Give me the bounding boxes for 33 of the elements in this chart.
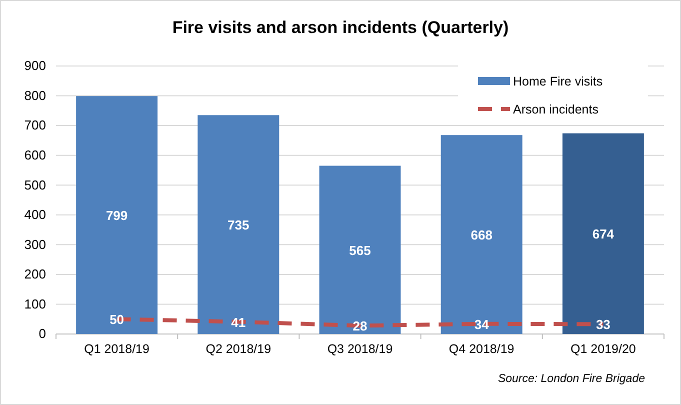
- data-label: 674: [592, 226, 615, 242]
- x-tick-label: Q1 2019/20: [570, 342, 636, 356]
- data-label: 28: [352, 318, 368, 334]
- legend-label: Home Fire visits: [513, 74, 603, 88]
- bar: [319, 166, 401, 334]
- y-tick-label: 500: [24, 177, 46, 192]
- y-tick-label: 700: [24, 118, 46, 133]
- x-tick-label: Q4 2018/19: [448, 342, 514, 356]
- data-label: 33: [596, 317, 610, 332]
- x-tick-label: Q2 2018/19: [206, 342, 272, 356]
- x-tick-label: Q1 2018/19: [84, 342, 150, 356]
- y-tick-label: 0: [38, 326, 46, 342]
- data-label: 735: [228, 218, 250, 233]
- legend-label: Arson incidents: [513, 102, 598, 116]
- bar: [76, 96, 158, 334]
- source-note: Source: London Fire Brigade: [498, 373, 645, 385]
- data-label: 50: [110, 312, 124, 328]
- data-label: 565: [349, 242, 371, 258]
- chart-title: Fire visits and arson incidents (Quarterly): [172, 18, 509, 37]
- data-label: 34: [474, 316, 490, 332]
- bar: [440, 135, 522, 334]
- data-label: 668: [470, 228, 492, 243]
- data-label: 799: [106, 208, 128, 224]
- bar: [562, 133, 644, 334]
- y-tick-label: 200: [24, 266, 46, 282]
- y-tick-label: 300: [24, 236, 46, 252]
- x-tick-label: Q3 2018/19: [327, 342, 393, 356]
- y-tick-label: 400: [24, 207, 46, 222]
- y-tick-label: 800: [24, 88, 46, 103]
- y-tick-label: 600: [24, 147, 46, 162]
- bar: [198, 115, 280, 334]
- y-tick-label: 900: [24, 58, 46, 74]
- y-tick-label: 100: [24, 296, 46, 312]
